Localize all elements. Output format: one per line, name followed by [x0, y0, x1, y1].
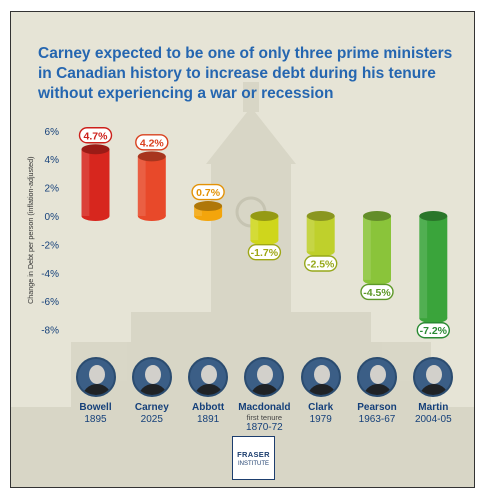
portrait-clark [300, 357, 341, 397]
fraser-institute-logo: FRASER INSTITUTE [232, 436, 275, 480]
bar-chart: Change in Debt per person (inflation-adj… [26, 127, 450, 339]
value-label-text: 4.7% [84, 130, 109, 142]
y-tick-label: -2% [41, 240, 59, 251]
portrait-macdonald [244, 357, 285, 397]
value-label-text: 4.2% [140, 137, 165, 149]
portrait-abbott [188, 357, 229, 397]
value-label-text: -7.2% [420, 325, 448, 337]
bar-bowell [81, 144, 110, 221]
value-label: -7.2% [416, 322, 450, 339]
bar-clark [306, 211, 335, 257]
value-label: -4.5% [360, 283, 394, 301]
value-label: 0.7% [191, 183, 225, 201]
y-tick-label: 2% [45, 184, 60, 195]
y-tick-label: 6% [45, 127, 60, 138]
portrait-suit [306, 384, 337, 395]
y-tick-label: 4% [45, 155, 60, 166]
y-axis-label: Change in Debt per person (inflation-adj… [26, 156, 35, 303]
pm-years: 1870-72 [246, 422, 283, 433]
portrait-face [313, 365, 330, 384]
pm-name: Abbott [191, 402, 225, 413]
value-label-text: -4.5% [363, 287, 391, 299]
portrait-pearson [357, 357, 397, 397]
pm-years: 2025 [140, 414, 163, 425]
portrait-face [201, 365, 218, 384]
value-label: -1.7% [247, 243, 282, 261]
pm-note: first tenure [246, 413, 283, 422]
value-label-text: -2.5% [307, 259, 335, 271]
pm-years: 2004-05 [414, 414, 452, 425]
value-label: 4.7% [78, 127, 113, 144]
pm-name: Martin [418, 402, 449, 413]
portrait-face [144, 365, 161, 384]
pm-name: Clark [308, 402, 334, 413]
portrait-suit [81, 384, 112, 395]
logo-line2: INSTITUTE [238, 461, 269, 467]
portrait-suit [419, 384, 450, 395]
portrait-suit [363, 384, 393, 395]
portrait-martin [413, 357, 454, 397]
pm-name: Macdonald [238, 402, 291, 413]
portrait-face [426, 365, 443, 384]
bar-macdonald [250, 211, 279, 246]
pm-name: Carney [134, 402, 169, 413]
portrait-face [257, 365, 274, 384]
value-label: -2.5% [304, 255, 338, 272]
y-tick-label: -8% [41, 326, 59, 337]
portrait-carney [131, 357, 172, 397]
portrait-bowell [75, 357, 116, 397]
bar-carney [137, 151, 166, 221]
y-tick-label: -4% [41, 269, 59, 280]
pm-years: 1891 [196, 414, 220, 425]
portrait-suit [194, 384, 225, 395]
pm-name: Bowell [79, 402, 112, 413]
portrait-face [370, 365, 386, 384]
bar-pearson [363, 211, 391, 285]
infographic-frame: Carney expected to be one of only three … [10, 11, 475, 488]
pm-years: 1963-67 [358, 414, 396, 425]
pm-years: 1979 [309, 414, 332, 425]
bar-martin [419, 211, 448, 324]
logo-line1: FRASER [237, 450, 270, 459]
value-label-text: -1.7% [251, 247, 279, 259]
portrait-face [88, 365, 105, 384]
y-tick-label: -6% [41, 297, 59, 308]
portrait-suit [250, 384, 281, 395]
bar-abbott [194, 201, 223, 221]
pm-years: 1895 [84, 414, 107, 425]
y-tick-label: 0% [45, 212, 60, 223]
value-label: 4.2% [135, 134, 169, 151]
value-label-text: 0.7% [196, 187, 221, 199]
chart-title: Carney expected to be one of only three … [38, 45, 453, 102]
portrait-suit [137, 384, 168, 395]
pm-name: Pearson [357, 402, 397, 413]
